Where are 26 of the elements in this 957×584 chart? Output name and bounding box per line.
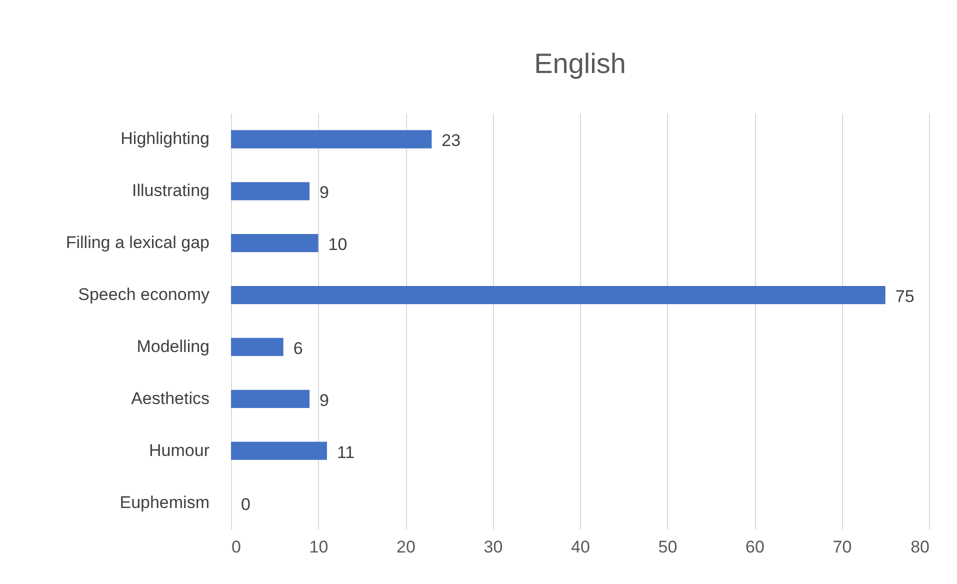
y-tick-label: Illustrating xyxy=(132,181,210,200)
data-label: 9 xyxy=(320,183,329,202)
y-tick-label: Highlighting xyxy=(120,129,210,148)
y-tick-label: Filling a lexical gap xyxy=(66,233,210,252)
x-tick-label: 60 xyxy=(746,538,764,556)
data-label: 75 xyxy=(895,287,914,306)
y-tick-label: Aesthetics xyxy=(131,388,210,408)
y-tick-label: Speech economy xyxy=(78,285,210,304)
data-label: 11 xyxy=(336,442,355,462)
x-tick-label: 70 xyxy=(832,538,852,556)
data-label: 23 xyxy=(442,131,461,150)
x-tick-label: 20 xyxy=(396,538,416,556)
x-tick-label: 10 xyxy=(309,538,328,556)
data-label: 9 xyxy=(320,390,329,410)
y-tick-label: Modelling xyxy=(136,336,210,356)
x-tick-label: 30 xyxy=(484,538,503,556)
y-tick-label: Euphemism xyxy=(120,492,210,512)
data-label: 0 xyxy=(241,494,250,514)
data-label: 10 xyxy=(328,235,348,254)
chart-title: English xyxy=(534,48,626,79)
x-tick-label: 80 xyxy=(910,538,930,556)
data-label: 6 xyxy=(293,338,303,358)
x-tick-label: 0 xyxy=(232,538,241,556)
x-tick-label: 50 xyxy=(658,538,678,556)
x-tick-label: 40 xyxy=(571,538,590,556)
y-tick-label: Humour xyxy=(149,440,210,460)
